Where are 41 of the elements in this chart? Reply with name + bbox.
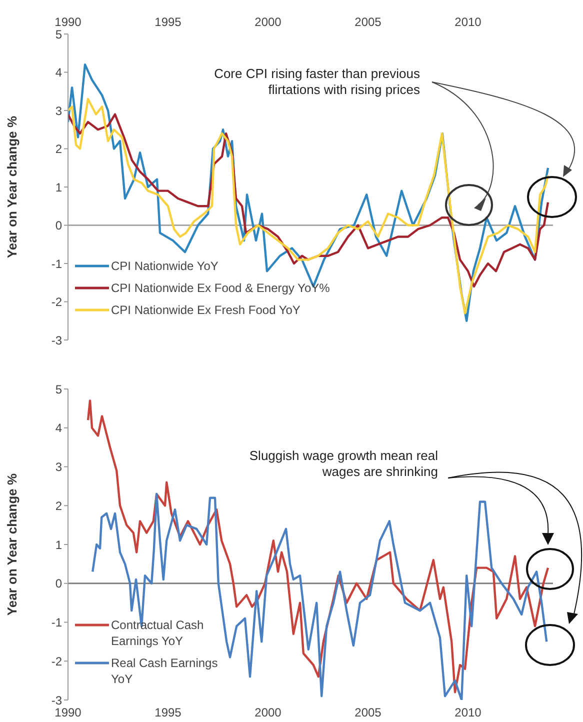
x-tick-label: 2000: [254, 706, 282, 720]
x-tick-label: 1995: [154, 15, 182, 29]
y-tick-label: 2: [55, 498, 62, 513]
y-tick-label: 4: [55, 421, 62, 436]
y-tick-label: 2: [55, 142, 62, 156]
y-tick-label: -1: [51, 256, 62, 271]
y-tick-label: 0: [55, 218, 62, 233]
y-tick-label: -2: [51, 295, 62, 310]
y-tick-label: -3: [51, 693, 62, 708]
line-series: [68, 63, 550, 322]
legend-label: CPI Nationwide Ex Fresh Food YoY: [111, 302, 300, 318]
y-tick-label: 0: [55, 576, 62, 591]
x-tick-label: 1995: [154, 706, 182, 720]
legend-label: Contractual Cash Earnings YoY: [111, 617, 205, 649]
legend-label: CPI Nationwide Ex Food & Energy YoY%: [111, 280, 330, 296]
y-tick-label: 4: [55, 66, 62, 80]
x-tick-label: 2005: [354, 706, 382, 720]
x-tick-label: 2005: [354, 15, 382, 29]
y-axis-title: Year on Year change %: [4, 116, 20, 258]
annotation: Core CPI rising faster than previous flirtations with rising prices: [213, 66, 420, 98]
y-tick-label: 1: [55, 538, 62, 552]
x-tick-label: 2010: [454, 15, 482, 29]
y-tick-label: 3: [55, 460, 62, 474]
y-tick-label: 5: [55, 382, 62, 396]
y-tick-label: -2: [51, 654, 62, 668]
y-tick-label: 1: [55, 180, 62, 194]
line-series: [68, 98, 550, 314]
x-tick-label: 2010: [454, 706, 482, 720]
y-tick-label: 5: [55, 27, 62, 42]
annotation: Sluggish wage growth mean real wages are shrinking: [248, 448, 438, 480]
line-series: [86, 400, 550, 694]
x-tick-label: 2000: [254, 15, 282, 29]
y-tick-label: -3: [51, 333, 62, 348]
x-tick-label: 1990: [54, 15, 82, 29]
y-tick-label: -1: [51, 616, 62, 630]
legend-label: Real Cash Earnings YoY: [111, 655, 219, 687]
y-axis-title: Year on Year change %: [4, 473, 20, 616]
y-tick-label: 3: [55, 104, 62, 118]
line-series: [92, 492, 548, 700]
legend-label: CPI Nationwide YoY: [111, 258, 218, 274]
x-tick-label: 1990: [54, 706, 82, 720]
